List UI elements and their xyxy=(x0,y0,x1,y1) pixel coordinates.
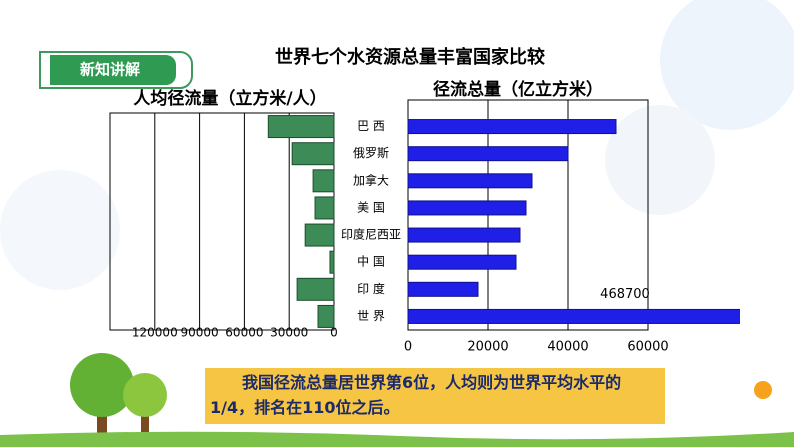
left-bar xyxy=(296,277,335,301)
category-label: 美 国 xyxy=(357,200,385,214)
decor-circle xyxy=(660,0,794,130)
tag-fill xyxy=(50,55,176,85)
category-label: 加拿大 xyxy=(353,172,389,187)
right-bar xyxy=(407,308,740,324)
section-tag: 新知讲解 xyxy=(80,61,140,79)
note: 我国径流总量居世界第6位，人均则为世界平均水平的1/4，排名在110位之后。 xyxy=(210,373,622,417)
left-bar xyxy=(314,196,335,220)
category-label: 俄罗斯 xyxy=(353,146,389,160)
category-label: 巴 西 xyxy=(357,119,385,133)
left-bar xyxy=(329,250,335,274)
note-box xyxy=(205,368,665,424)
left-bar xyxy=(291,142,335,166)
right-bar xyxy=(407,200,527,216)
right-bar xyxy=(407,281,479,297)
x-tick-label: 120000 xyxy=(132,326,178,340)
right-bar xyxy=(407,146,569,162)
category-label: 世 界 xyxy=(357,309,385,323)
decor-trees xyxy=(0,353,794,447)
left-bar xyxy=(317,304,335,328)
right-bar xyxy=(407,227,521,243)
right-bar xyxy=(407,119,617,135)
right-axis-title: 径流总量（亿立方米） xyxy=(433,79,603,100)
category-label: 印 度 xyxy=(357,281,385,296)
right-bars xyxy=(407,119,740,324)
chart-title: 世界七个水资源总量丰富国家比较 xyxy=(275,46,545,68)
decor-circle xyxy=(0,170,120,290)
x-tick-label: 0 xyxy=(330,326,338,340)
left-bar xyxy=(267,115,335,139)
category-label: 印度尼西亚 xyxy=(341,227,401,242)
x-tick-label: 90000 xyxy=(181,326,219,340)
left-bar xyxy=(312,169,335,193)
x2-tick-label: 20000 xyxy=(467,340,508,355)
x-tick-label: 30000 xyxy=(270,326,308,340)
right-bar xyxy=(407,254,517,270)
decor-circle xyxy=(605,105,715,215)
x2-tick-label: 60000 xyxy=(627,340,668,355)
left-axis-title: 人均径流量（立方米/人） xyxy=(133,88,326,109)
x-tick-label: 60000 xyxy=(225,326,263,340)
left-bar xyxy=(304,223,335,247)
note-holder: 我国径流总量居世界第6位，人均则为世界平均水平的1/4，排名在110位之后。 xyxy=(210,373,622,417)
x2-tick-label: 40000 xyxy=(547,340,588,355)
category-label: 中 国 xyxy=(357,254,385,269)
value-label: 468700 xyxy=(600,287,650,302)
right-bar xyxy=(407,173,533,189)
x2-tick-label: 0 xyxy=(404,340,412,355)
